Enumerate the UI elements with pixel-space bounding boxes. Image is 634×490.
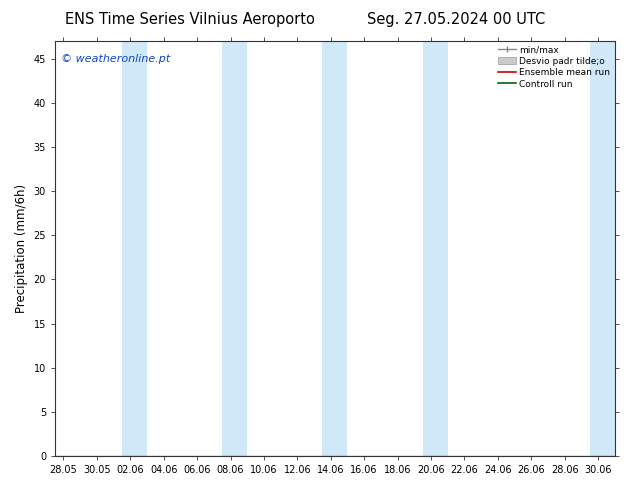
Text: © weatheronline.pt: © weatheronline.pt (61, 54, 170, 64)
Legend: min/max, Desvio padr tilde;o, Ensemble mean run, Controll run: min/max, Desvio padr tilde;o, Ensemble m… (495, 43, 613, 91)
Bar (323, 41, 347, 456)
Text: ENS Time Series Vilnius Aeroporto: ENS Time Series Vilnius Aeroporto (65, 12, 315, 27)
Bar (590, 41, 616, 456)
Text: Seg. 27.05.2024 00 UTC: Seg. 27.05.2024 00 UTC (367, 12, 546, 27)
Y-axis label: Precipitation (mm/6h): Precipitation (mm/6h) (15, 184, 28, 313)
Bar (423, 41, 448, 456)
Bar (122, 41, 147, 456)
Bar (222, 41, 247, 456)
